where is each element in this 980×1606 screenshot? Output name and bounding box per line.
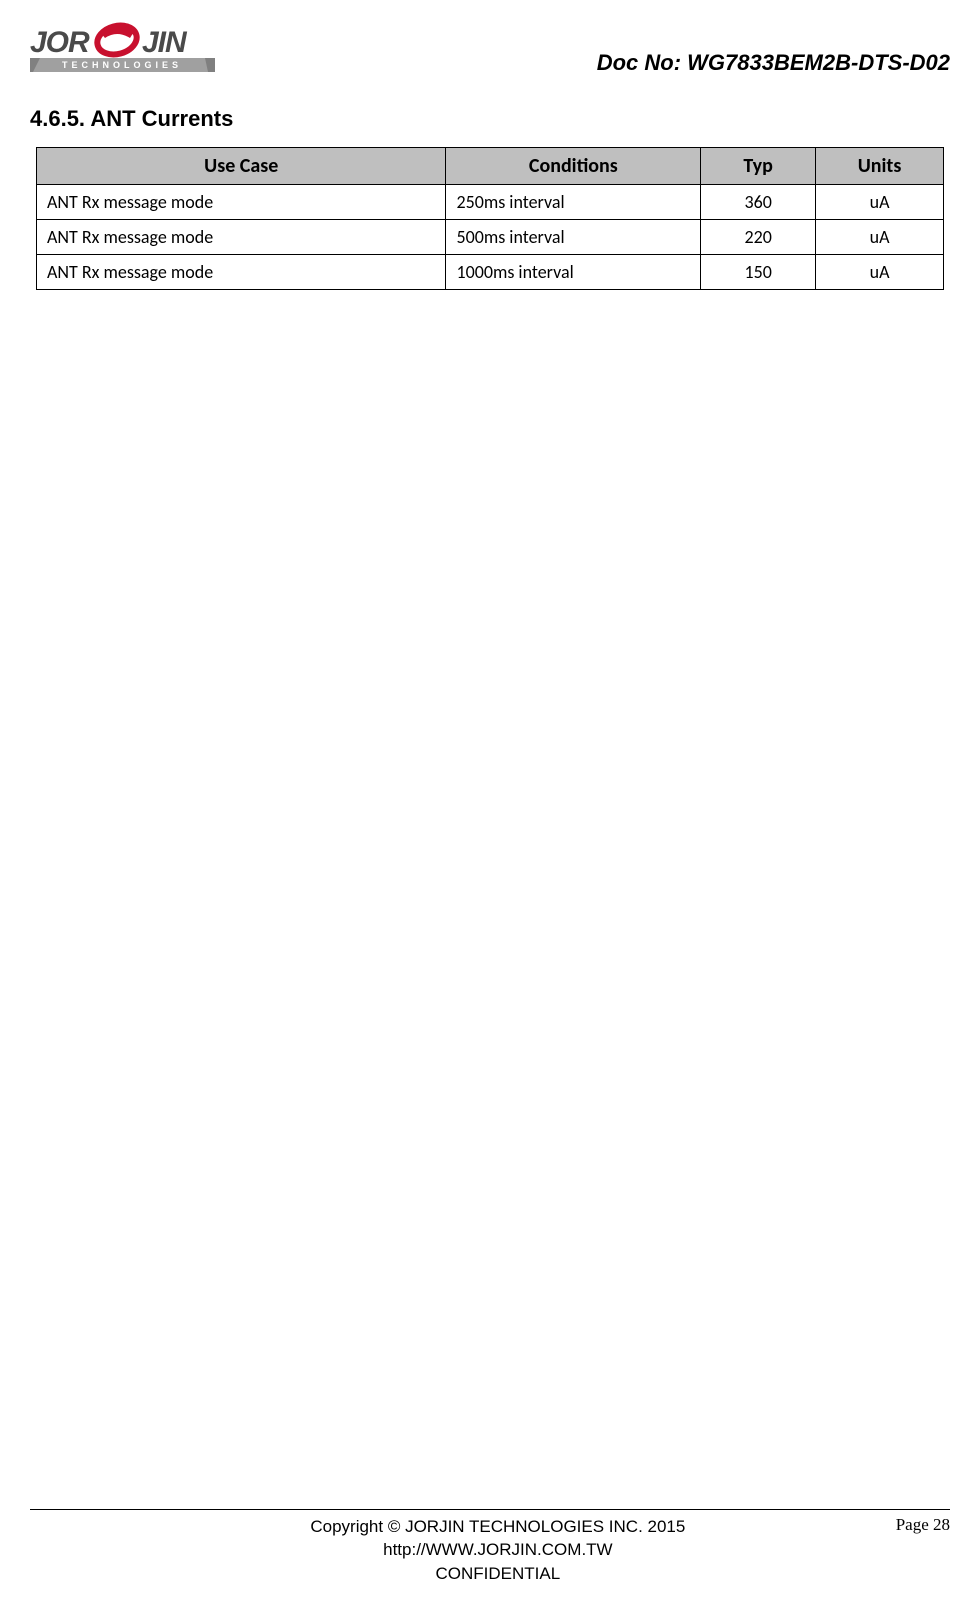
jorjin-logo-icon: JOR JIN TECHNOLOGIES <box>30 20 230 75</box>
svg-text:JOR: JOR <box>30 26 90 59</box>
url-text: http://WWW.JORJIN.COM.TW <box>100 1538 896 1562</box>
section-title: 4.6.5. ANT Currents <box>30 106 950 132</box>
footer-center: Copyright © JORJIN TECHNOLOGIES INC. 201… <box>100 1515 896 1586</box>
table-row: ANT Rx message mode 1000ms interval 150 … <box>37 255 944 290</box>
footer-content: Copyright © JORJIN TECHNOLOGIES INC. 201… <box>30 1515 950 1586</box>
table-row: ANT Rx message mode 250ms interval 360 u… <box>37 185 944 220</box>
logo: JOR JIN TECHNOLOGIES <box>30 20 230 75</box>
cell-typ: 150 <box>701 255 816 290</box>
col-header-usecase: Use Case <box>37 148 446 185</box>
svg-text:JIN: JIN <box>142 26 188 59</box>
cell-usecase: ANT Rx message mode <box>37 220 446 255</box>
table-row: ANT Rx message mode 500ms interval 220 u… <box>37 220 944 255</box>
cell-usecase: ANT Rx message mode <box>37 255 446 290</box>
cell-typ: 220 <box>701 220 816 255</box>
cell-units: uA <box>816 255 944 290</box>
cell-usecase: ANT Rx message mode <box>37 185 446 220</box>
cell-typ: 360 <box>701 185 816 220</box>
ant-currents-table: Use Case Conditions Typ Units ANT Rx mes… <box>36 147 944 290</box>
col-header-typ: Typ <box>701 148 816 185</box>
copyright-text: Copyright © JORJIN TECHNOLOGIES INC. 201… <box>100 1515 896 1539</box>
table-header-row: Use Case Conditions Typ Units <box>37 148 944 185</box>
cell-conditions: 250ms interval <box>446 185 701 220</box>
page-header: JOR JIN TECHNOLOGIES Doc No: WG7833BEM2B… <box>30 20 950 76</box>
cell-units: uA <box>816 220 944 255</box>
confidential-text: CONFIDENTIAL <box>100 1562 896 1586</box>
cell-conditions: 1000ms interval <box>446 255 701 290</box>
doc-number: Doc No: WG7833BEM2B-DTS-D02 <box>597 50 950 76</box>
cell-conditions: 500ms interval <box>446 220 701 255</box>
footer-divider <box>30 1509 950 1510</box>
page-number: Page 28 <box>896 1515 950 1535</box>
cell-units: uA <box>816 185 944 220</box>
col-header-units: Units <box>816 148 944 185</box>
col-header-conditions: Conditions <box>446 148 701 185</box>
svg-text:TECHNOLOGIES: TECHNOLOGIES <box>62 60 182 70</box>
page-footer: Copyright © JORJIN TECHNOLOGIES INC. 201… <box>30 1509 950 1586</box>
